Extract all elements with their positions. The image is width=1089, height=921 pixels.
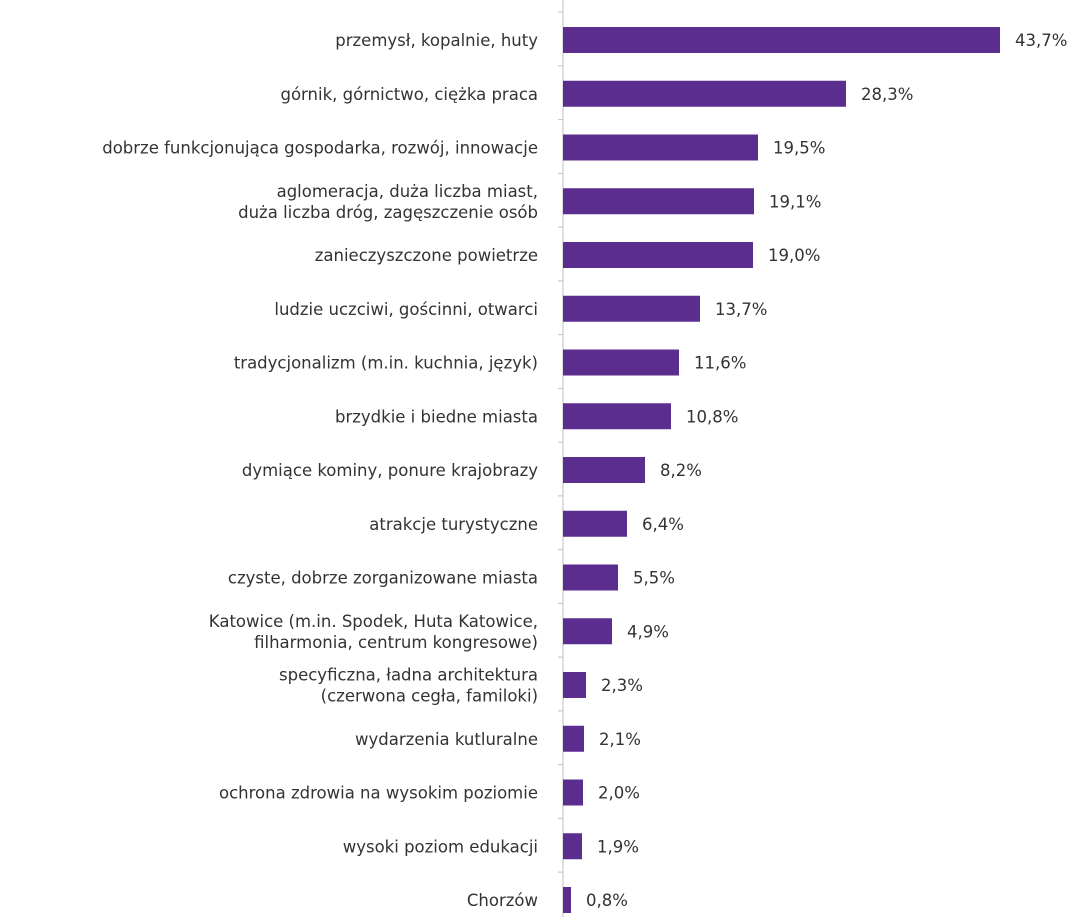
category-label: wydarzenia kutluralne	[355, 730, 538, 749]
value-label: 0,8%	[586, 891, 628, 910]
category-label: Chorzów	[467, 891, 538, 910]
category-label: atrakcje turystyczne	[369, 515, 538, 534]
bar	[563, 564, 618, 591]
bars-layer	[563, 27, 1000, 913]
category-label: (czerwona cegła, familoki)	[321, 687, 538, 706]
value-label: 19,5%	[773, 139, 825, 158]
category-label: dymiące kominy, ponure krajobrazy	[242, 461, 538, 480]
category-label: ludzie uczciwi, gościnni, otwarci	[274, 300, 538, 319]
value-label: 6,4%	[642, 515, 684, 534]
bar	[563, 618, 612, 645]
value-labels-layer: 43,7% 28,3% 19,5% 19,1% 19,0% 13,7% 11,6% 10,8%…	[586, 31, 1067, 910]
category-label: górnik, górnictwo, ciężka praca	[280, 85, 538, 104]
category-label: wysoki poziom edukacji	[343, 837, 538, 856]
value-label: 19,0%	[768, 246, 820, 265]
category-label: duża liczba dróg, zagęszczenie osób	[238, 203, 538, 222]
category-label: specyficzna, ładna architektura	[279, 666, 538, 685]
bar	[563, 188, 754, 215]
bar	[563, 403, 671, 430]
value-label: 4,9%	[627, 622, 669, 641]
bar	[563, 295, 700, 322]
value-label: 2,0%	[598, 784, 640, 803]
value-label: 1,9%	[597, 837, 639, 856]
bar	[563, 779, 583, 806]
category-label: zanieczyszczone powietrze	[315, 246, 538, 265]
category-label: czyste, dobrze zorganizowane miasta	[228, 569, 538, 588]
value-label: 8,2%	[660, 461, 702, 480]
bar	[563, 349, 679, 376]
category-label: brzydkie i biedne miasta	[335, 407, 538, 426]
value-label: 19,1%	[769, 192, 821, 211]
bar	[563, 457, 645, 483]
value-label: 11,6%	[694, 354, 746, 373]
bar	[563, 887, 571, 913]
category-label: aglomeracja, duża liczba miast,	[277, 182, 538, 201]
value-label: 28,3%	[861, 85, 913, 104]
bar	[563, 725, 584, 752]
bar	[563, 833, 582, 860]
bar	[563, 510, 627, 537]
value-label: 5,5%	[633, 569, 675, 588]
bar	[563, 672, 586, 698]
category-labels-layer: przemysł, kopalnie, huty górnik, górnictw…	[102, 31, 538, 910]
bar	[563, 80, 846, 107]
category-label: filharmonia, centrum kongresowe)	[254, 633, 538, 652]
value-label: 2,1%	[599, 730, 641, 749]
value-label: 10,8%	[686, 407, 738, 426]
value-label: 2,3%	[601, 676, 643, 695]
value-label: 13,7%	[715, 300, 767, 319]
category-label: Katowice (m.in. Spodek, Huta Katowice,	[209, 612, 538, 631]
category-label: ochrona zdrowia na wysokim poziomie	[219, 784, 538, 803]
bar	[563, 242, 753, 268]
value-label: 43,7%	[1015, 31, 1067, 50]
category-label: tradycjonalizm (m.in. kuchnia, język)	[234, 354, 538, 373]
axis-layer	[558, 0, 564, 917]
category-label: przemysł, kopalnie, huty	[335, 31, 538, 50]
bar	[563, 134, 758, 161]
bar	[563, 27, 1000, 53]
category-label: dobrze funkcjonująca gospodarka, rozwój,…	[102, 139, 538, 158]
